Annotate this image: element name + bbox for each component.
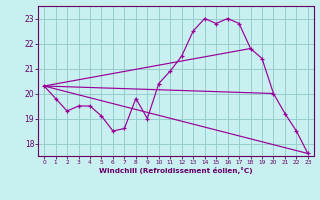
X-axis label: Windchill (Refroidissement éolien,°C): Windchill (Refroidissement éolien,°C): [99, 167, 253, 174]
